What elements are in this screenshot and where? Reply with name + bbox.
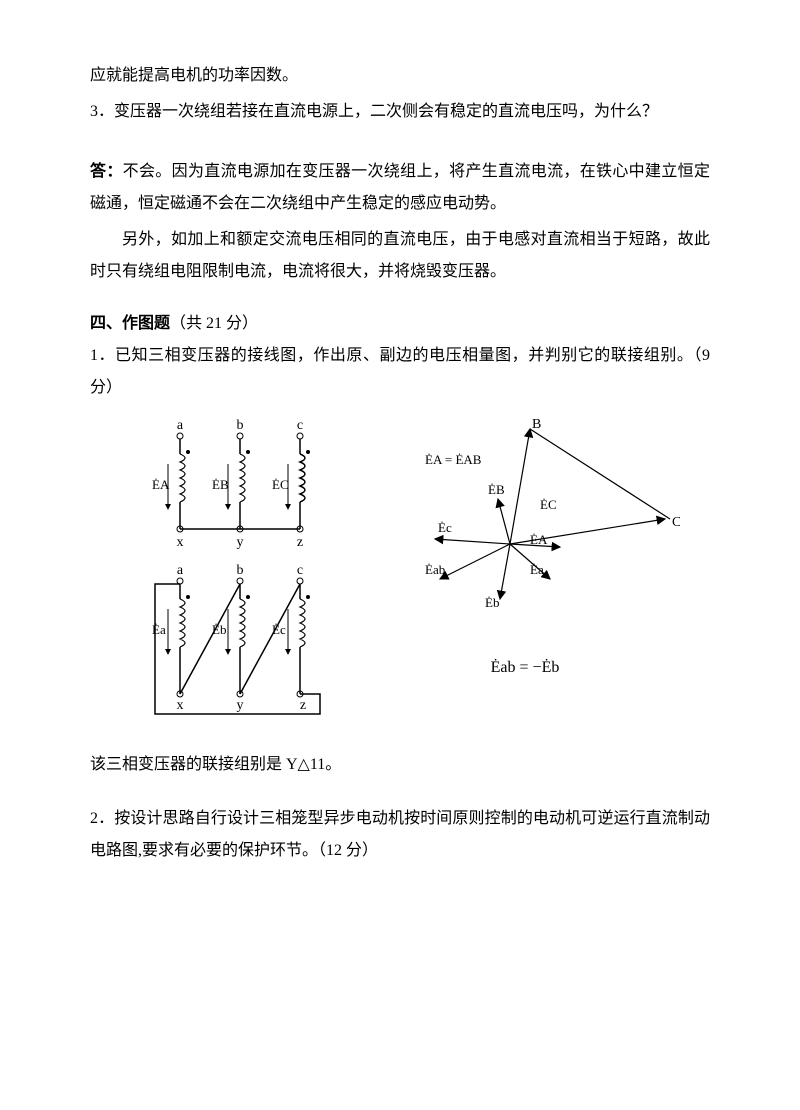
phasor-EC: ĖC — [540, 497, 557, 512]
paragraph-intro: 应就能提高电机的功率因数。 — [90, 60, 710, 92]
label-z-sec: z — [300, 698, 306, 713]
section-4-title: 四、作图题（共 21 分） — [90, 308, 710, 340]
phasor-block: B C ĖA = ĖAB ĖB ĖC Ėc ĖA Ėab Ėa Ėb Ėab =… — [370, 414, 680, 734]
diagram-container: a b c ĖA ĖB — [90, 414, 710, 734]
phasor-diagram: B C ĖA = ĖAB ĖB ĖC Ėc ĖA Ėab Ėa Ėb — [370, 414, 680, 644]
coil-sec-c — [300, 599, 305, 694]
label-z-prim: z — [297, 535, 303, 550]
section-4-pts: （共 21 分） — [170, 315, 258, 332]
emf-EC: ĖC — [272, 477, 289, 492]
label-x-prim: x — [177, 535, 184, 550]
phasor-B: B — [532, 417, 541, 432]
label-c-sec: c — [297, 563, 303, 578]
answer-label: 答： — [90, 163, 123, 180]
answer-3: 答：不会。因为直流电源加在变压器一次绕组上，将产生直流电流，在铁心中建立恒定磁通… — [90, 156, 710, 220]
phasor-EA-EAB: ĖA = ĖAB — [425, 452, 482, 467]
question-3: 3．变压器一次绕组若接在直流电源上，二次侧会有稳定的直流电压吗，为什么？ — [90, 96, 710, 128]
coil-prim-c — [300, 454, 305, 529]
label-a-sec: a — [177, 563, 184, 578]
phasor-EB: ĖB — [488, 482, 505, 497]
label-x-sec: x — [177, 698, 184, 713]
label-a-prim: a — [177, 418, 184, 433]
phasor-C: C — [672, 515, 680, 530]
question-4-1: 1．已知三相变压器的接线图，作出原、副边的电压相量图，并判别它的联接组别。（9 … — [90, 340, 710, 404]
answer-text-1: 不会。因为直流电源加在变压器一次绕组上，将产生直流电流，在铁心中建立恒定磁通，恒… — [90, 163, 710, 212]
coil-prim-a — [180, 454, 185, 529]
emf-EA: ĖA — [152, 477, 170, 492]
label-b-prim: b — [237, 418, 244, 433]
phasor-Ea: Ėa — [530, 562, 544, 577]
emf-Eb: Ėb — [212, 622, 226, 637]
label-y-prim: y — [237, 535, 244, 550]
emf-EB: ĖB — [212, 477, 229, 492]
coil-prim-b — [240, 454, 245, 529]
coil-sec-b — [240, 599, 245, 694]
phasor-Ec-small: Ėc — [438, 520, 452, 535]
section-4-bold: 四、作图题 — [90, 315, 170, 332]
emf-Ec: Ėc — [272, 622, 286, 637]
phasor-EA-small: ĖA — [530, 532, 548, 547]
phasor-Eb: Ėb — [485, 595, 499, 610]
label-b-sec: b — [237, 563, 244, 578]
phasor-equation: Ėab = −Ėb — [370, 659, 680, 677]
answer-text-2: 另外，如加上和额定交流电压相同的直流电压，由于电感对直流相当于短路，故此时只有绕… — [90, 224, 710, 288]
wiring-diagram: a b c ĖA ĖB — [120, 414, 350, 734]
conclusion: 该三相变压器的联接组别是 Y△11。 — [90, 749, 710, 781]
coil-sec-a — [180, 599, 185, 694]
question-4-2: 2．按设计思路自行设计三相笼型异步电动机按时间原则控制的电动机可逆运行直流制动电… — [90, 803, 710, 867]
emf-Ea: Ėa — [152, 622, 166, 637]
label-y-sec: y — [237, 698, 244, 713]
label-c-prim: c — [297, 418, 303, 433]
phasor-Eab: Ėab — [425, 562, 445, 577]
